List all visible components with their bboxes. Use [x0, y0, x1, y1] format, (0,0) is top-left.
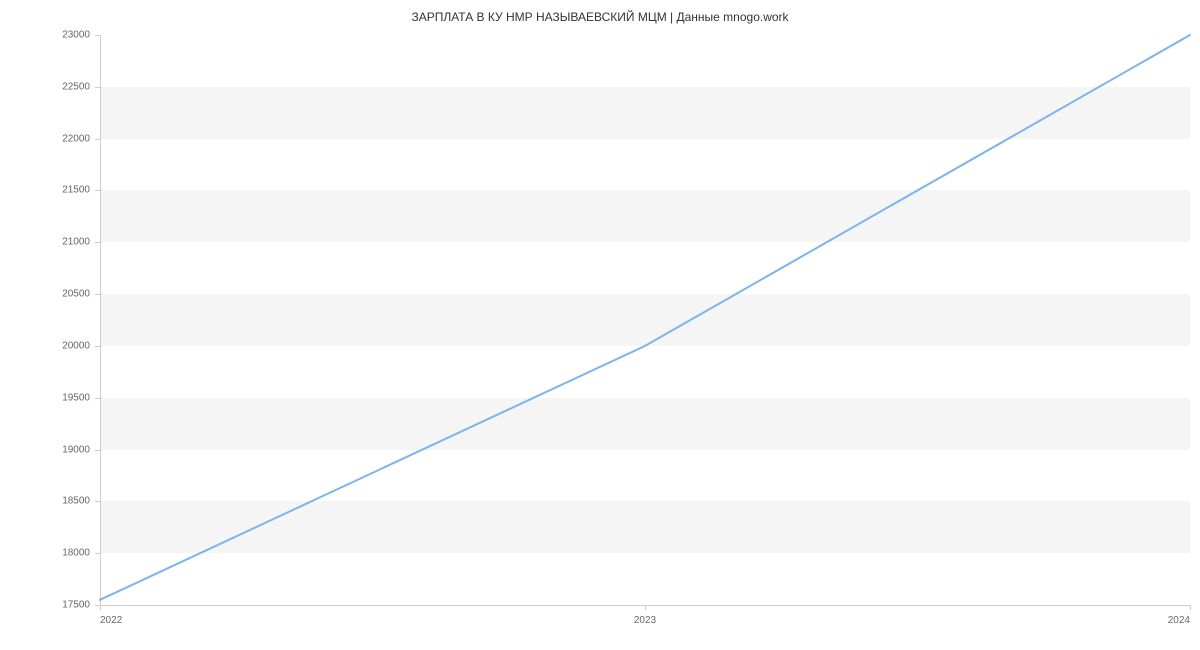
y-tick-label: 20000 [30, 340, 90, 351]
y-tick-label: 21000 [30, 237, 90, 248]
chart-container: ЗАРПЛАТА В КУ НМР НАЗЫВАЕВСКИЙ МЦМ | Дан… [0, 0, 1200, 650]
x-tick [1190, 605, 1191, 610]
x-tick-label: 2022 [100, 615, 122, 626]
y-tick-label: 17500 [30, 600, 90, 611]
y-tick-label: 22000 [30, 133, 90, 144]
y-tick-label: 23000 [30, 30, 90, 41]
y-tick-label: 22500 [30, 81, 90, 92]
x-tick-label: 2024 [1168, 615, 1190, 626]
series-line-salary [100, 35, 1190, 600]
y-tick-label: 18000 [30, 548, 90, 559]
chart-title: ЗАРПЛАТА В КУ НМР НАЗЫВАЕВСКИЙ МЦМ | Дан… [0, 10, 1200, 24]
x-tick-label: 2023 [634, 615, 656, 626]
plot-area: 1750018000185001900019500200002050021000… [100, 35, 1190, 605]
x-tick [100, 605, 101, 610]
y-tick-label: 19500 [30, 392, 90, 403]
y-tick-label: 21500 [30, 185, 90, 196]
x-tick [645, 605, 646, 610]
y-tick-label: 19000 [30, 444, 90, 455]
y-tick-label: 20500 [30, 289, 90, 300]
y-tick-label: 18500 [30, 496, 90, 507]
series-svg [100, 35, 1190, 605]
